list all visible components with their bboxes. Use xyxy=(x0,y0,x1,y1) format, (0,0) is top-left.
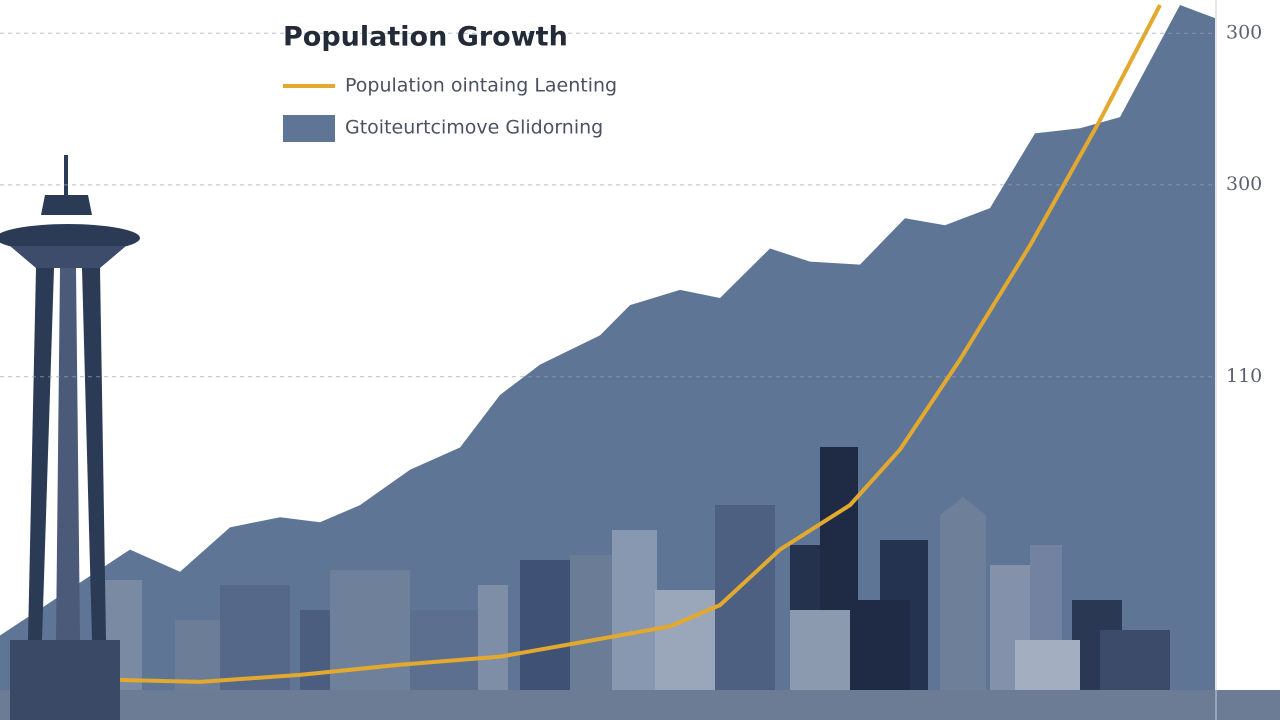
needle-base xyxy=(10,640,120,720)
needle-halo xyxy=(0,224,140,252)
building xyxy=(940,497,986,720)
line-layer xyxy=(119,4,1162,684)
plot-area xyxy=(0,5,1215,691)
y-tick-label: 300 xyxy=(1226,173,1262,195)
y-tick-label: 300 xyxy=(1226,21,1262,43)
legend-swatch xyxy=(283,115,335,142)
building xyxy=(612,530,657,720)
building xyxy=(715,505,775,720)
area xyxy=(0,5,1215,691)
needle-core xyxy=(56,268,80,640)
chart-title: Population Growth xyxy=(283,22,568,53)
needle-deck xyxy=(10,246,126,268)
needle-leg xyxy=(28,268,54,640)
line xyxy=(119,4,1162,684)
space-needle xyxy=(0,155,140,720)
ground xyxy=(0,690,1280,720)
skyline-illustration xyxy=(0,155,1280,720)
legend: Population ointaing Laenting Gtoiteurtcim… xyxy=(283,75,617,142)
needle-spire xyxy=(64,155,68,195)
y-tick-label: 110 xyxy=(1226,365,1262,387)
legend-label: Population ointaing Laenting xyxy=(345,75,617,97)
needle-cap xyxy=(41,195,92,215)
legend-label: Gtoiteurtcimove Glidorning xyxy=(345,117,603,139)
needle-leg xyxy=(82,268,106,640)
